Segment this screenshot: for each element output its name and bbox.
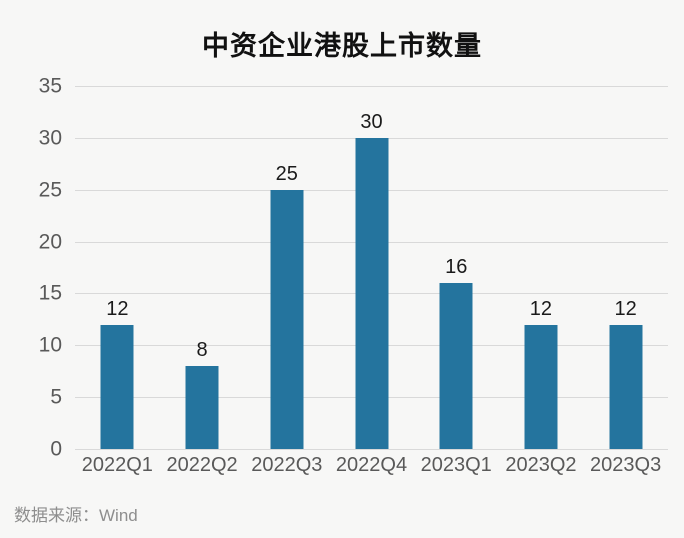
bar: 12 [524, 299, 558, 449]
grid-line [75, 449, 668, 450]
y-tick-label: 20 [38, 230, 62, 254]
bar-value-label: 16 [445, 256, 468, 279]
bar: 12 [609, 299, 643, 449]
bar-value-label: 8 [196, 339, 208, 362]
x-tick-label: 2022Q3 [251, 454, 323, 476]
y-tick-label: 35 [38, 74, 62, 98]
chart-title: 中资企业港股上市数量 [202, 31, 482, 61]
x-tick-label: 2023Q2 [505, 454, 577, 476]
bar: 25 [270, 164, 304, 449]
bar-value-label: 12 [614, 297, 637, 320]
x-tick-label: 2023Q1 [420, 454, 492, 476]
data-source-label: 数据来源：Wind [14, 506, 138, 525]
x-axis: 2022Q1 2022Q2 2022Q3 2022Q4 2023Q1 2023Q2 2023… [75, 455, 668, 483]
x-tick-label: 2022Q1 [81, 454, 153, 476]
bar: 16 [439, 257, 473, 449]
bar: 30 [355, 112, 388, 449]
y-tick-label: 10 [38, 333, 62, 357]
bar-value-label: 12 [106, 297, 129, 320]
y-axis: 0 5 10 15 20 25 30 35 [0, 76, 62, 460]
y-tick-label: 5 [50, 385, 62, 409]
plot-area: 12 8 25 30 16 12 12 [75, 86, 668, 450]
y-tick-label: 25 [38, 178, 62, 202]
bar-value-label: 25 [275, 162, 298, 185]
x-tick-label: 2022Q4 [335, 454, 408, 476]
bar: 12 [100, 299, 134, 449]
x-tick-label: 2023Q3 [590, 454, 662, 476]
y-tick-label: 15 [38, 281, 62, 305]
bar: 8 [185, 340, 219, 449]
x-tick-label: 2022Q2 [166, 454, 238, 476]
bar-value-label: 12 [529, 297, 553, 320]
y-tick-label: 30 [38, 126, 62, 150]
bar-value-label: 30 [360, 110, 383, 133]
grid-line [75, 86, 668, 87]
y-tick-label: 0 [50, 437, 62, 461]
